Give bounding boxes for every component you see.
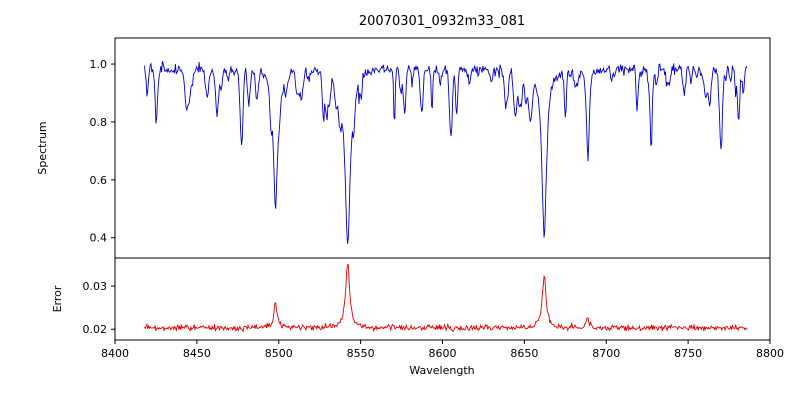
error-y-axis-label: Error	[51, 285, 64, 312]
y-tick-label: 0.8	[90, 116, 108, 129]
y-tick-label: 0.02	[83, 323, 108, 336]
y-tick-label: 0.6	[90, 174, 108, 187]
y-tick-label: 0.4	[90, 232, 108, 245]
spectrum-y-axis-label: Spectrum	[36, 121, 49, 174]
chart-title: 20070301_0932m33_081	[359, 14, 525, 29]
plot-content	[144, 60, 748, 333]
error-line	[144, 264, 748, 333]
x-tick-label: 8750	[674, 347, 702, 360]
x-axis-label: Wavelength	[409, 364, 474, 377]
x-tick-label: 8800	[756, 347, 784, 360]
axes-content: 8400 8450 8500 8550 8600 8650 8700 8750 8800 0.4 0…	[83, 37, 784, 360]
panel-border	[114, 257, 771, 341]
y-tick-label: 0.03	[83, 280, 108, 293]
x-tick-label: 8500	[265, 347, 293, 360]
x-tick-label: 8550	[347, 347, 375, 360]
x-tick-label: 8700	[592, 347, 620, 360]
x-tick-label: 8400	[101, 347, 129, 360]
x-tick-label: 8450	[183, 347, 211, 360]
y-tick-label: 1.0	[90, 58, 108, 71]
spectrum-line	[144, 60, 748, 244]
x-tick-label: 8600	[429, 347, 457, 360]
x-tick-label: 8650	[510, 347, 538, 360]
